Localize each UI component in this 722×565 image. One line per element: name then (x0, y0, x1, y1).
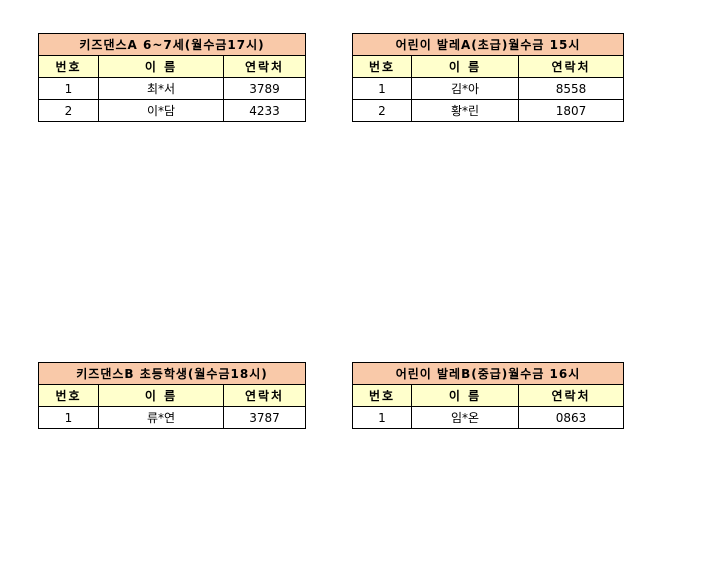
cell-no: 1 (38, 406, 99, 429)
table-title: 어린이 발레B(중급)월수금 16시 (352, 362, 624, 385)
table-row: 2 이*담 4233 (38, 99, 307, 122)
cell-no: 1 (352, 406, 412, 429)
class-table-kids-dance-b: 키즈댄스B 초등학생(월수금18시) 번호 이 름 연락처 1 류*연 3787 (37, 362, 307, 429)
cell-no: 2 (38, 99, 99, 122)
cell-name: 최*서 (98, 77, 224, 100)
table-title: 어린이 발레A(초급)월수금 15시 (352, 33, 624, 56)
class-table-kids-dance-a: 키즈댄스A 6~7세(월수금17시) 번호 이 름 연락처 1 최*서 3789… (37, 33, 307, 122)
header-name: 이 름 (98, 384, 224, 407)
cell-name: 김*아 (411, 77, 519, 100)
cell-contact: 3789 (222, 77, 307, 100)
table-row: 1 김*아 8558 (352, 77, 624, 100)
header-name: 이 름 (98, 55, 224, 78)
table-row: 1 류*연 3787 (38, 406, 307, 429)
header-no: 번호 (38, 55, 99, 78)
header-name: 이 름 (411, 55, 519, 78)
header-no: 번호 (352, 384, 412, 407)
header-name: 이 름 (411, 384, 519, 407)
table-title: 키즈댄스B 초등학생(월수금18시) (37, 362, 307, 385)
cell-no: 1 (352, 77, 412, 100)
header-contact: 연락처 (518, 384, 624, 407)
cell-name: 임*온 (411, 406, 519, 429)
table-row: 1 임*온 0863 (352, 406, 624, 429)
cell-no: 1 (38, 77, 99, 100)
cell-contact: 8558 (518, 77, 624, 100)
header-contact: 연락처 (222, 55, 307, 78)
cell-contact: 4233 (222, 99, 307, 122)
header-contact: 연락처 (518, 55, 624, 78)
class-table-ballet-a: 어린이 발레A(초급)월수금 15시 번호 이 름 연락처 1 김*아 8558… (352, 33, 624, 122)
cell-no: 2 (352, 99, 412, 122)
cell-name: 이*담 (98, 99, 224, 122)
table-row: 2 황*린 1807 (352, 99, 624, 122)
cell-name: 황*린 (411, 99, 519, 122)
class-table-ballet-b: 어린이 발레B(중급)월수금 16시 번호 이 름 연락처 1 임*온 0863 (352, 362, 624, 429)
cell-contact: 3787 (222, 406, 307, 429)
header-no: 번호 (38, 384, 99, 407)
cell-name: 류*연 (98, 406, 224, 429)
table-row: 1 최*서 3789 (38, 77, 307, 100)
header-contact: 연락처 (222, 384, 307, 407)
header-no: 번호 (352, 55, 412, 78)
cell-contact: 0863 (518, 406, 624, 429)
table-title: 키즈댄스A 6~7세(월수금17시) (37, 33, 307, 56)
cell-contact: 1807 (518, 99, 624, 122)
